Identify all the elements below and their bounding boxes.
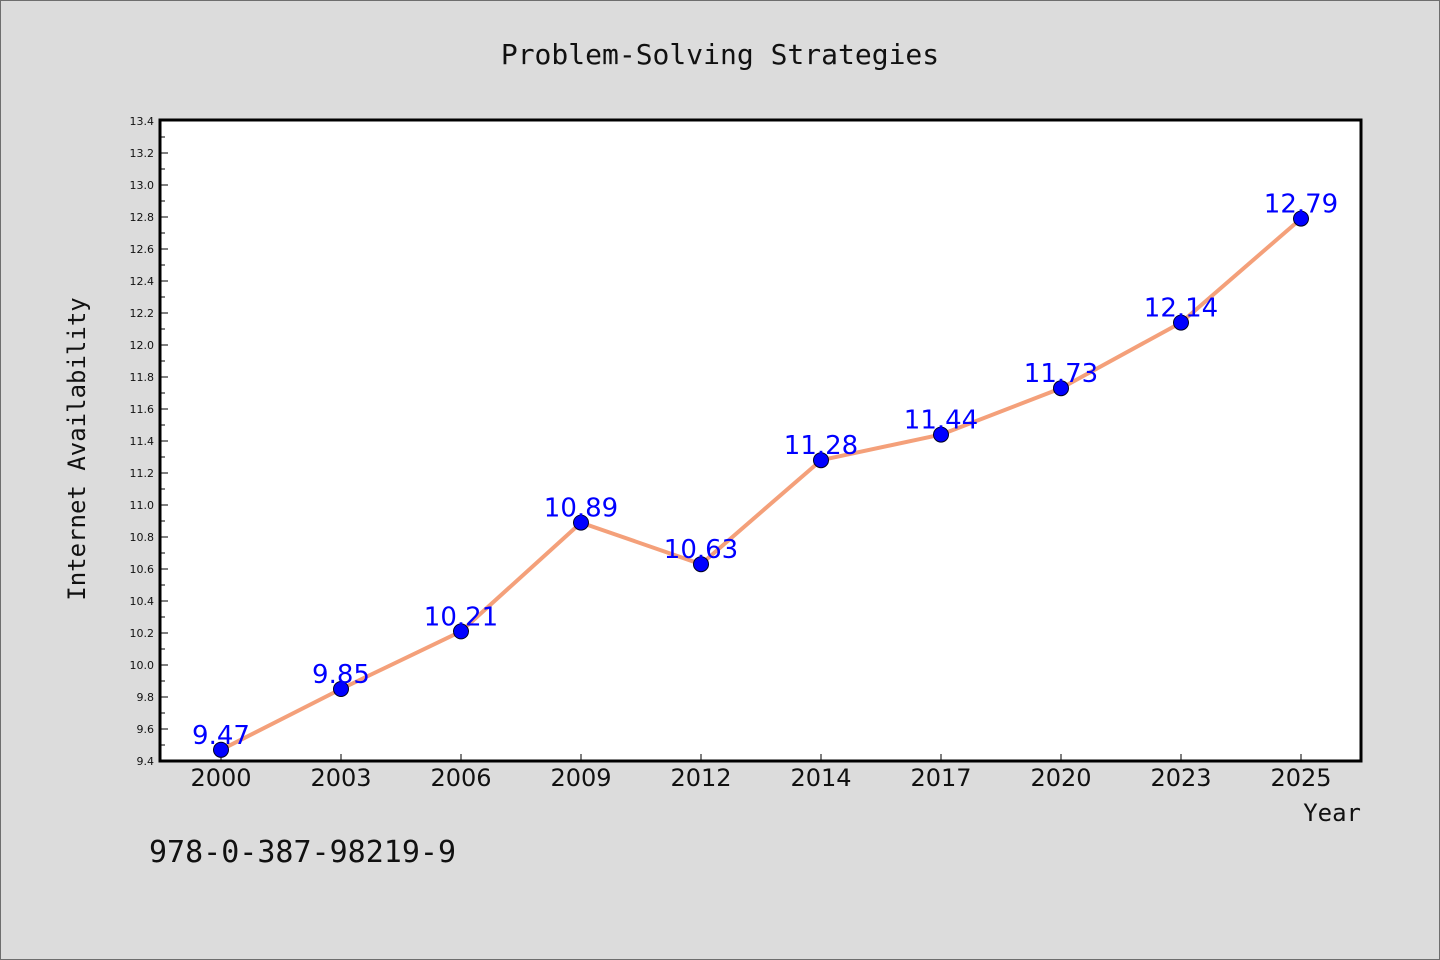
y-tick-label: 12.0: [130, 339, 155, 352]
y-tick-label: 11.4: [130, 435, 155, 448]
x-tick-label: 2000: [190, 764, 251, 792]
chart-title: Problem-Solving Strategies: [501, 38, 939, 71]
data-point: [933, 426, 949, 443]
data-point: [693, 556, 709, 573]
y-tick-label: 11.6: [130, 403, 155, 416]
y-tick-label: 13.4: [130, 115, 155, 128]
data-point: [1293, 210, 1309, 227]
data-label: 11.44: [904, 406, 978, 436]
y-tick-label: 10.4: [130, 595, 155, 608]
y-tick-label: 9.6: [137, 723, 155, 736]
x-tick-label: 2012: [670, 764, 731, 792]
isbn-annotation: 978-0-387-98219-9: [149, 835, 457, 870]
x-tick-label: 2023: [1150, 764, 1211, 792]
data-label: 10.89: [544, 494, 618, 524]
data-label: 10.21: [424, 602, 498, 632]
y-axis: 9.4 9.6 9.8 10.0 10.2 10.4 10.6 10.8 11.0 11.2 11.…: [130, 115, 168, 768]
data-point: [1173, 314, 1189, 331]
data-label: 9.85: [312, 660, 370, 690]
y-tick-label: 9.4: [137, 755, 155, 768]
y-tick-label: 11.0: [130, 499, 155, 512]
series-line-group: [219, 216, 1303, 752]
data-label: 10.63: [664, 535, 738, 565]
x-axis: 2000 2003 2006 2009 2012 2014 2017 2020 2023 2025: [190, 754, 1332, 792]
plot-area: [158, 118, 1363, 763]
data-label: 9.47: [192, 721, 250, 751]
data-label: 11.28: [784, 431, 858, 461]
y-tick-label: 10.0: [130, 659, 155, 672]
data-point: [1053, 380, 1069, 397]
x-tick-label: 2006: [430, 764, 491, 792]
data-label: 12.14: [1144, 294, 1218, 324]
data-point: [813, 452, 829, 469]
data-point: [333, 681, 349, 697]
y-axis-label: Internet Availability: [63, 297, 91, 600]
x-tick-label: 2014: [790, 764, 851, 792]
x-tick-label: 2009: [550, 764, 611, 792]
y-tick-label: 12.2: [130, 307, 155, 320]
y-tick-label: 10.2: [130, 627, 155, 640]
y-tick-label: 12.6: [130, 243, 155, 256]
y-tick-label: 12.8: [130, 211, 155, 224]
y-tick-label: 13.2: [130, 147, 155, 160]
y-tick-label: 11.8: [130, 371, 155, 384]
series-line: [219, 216, 1303, 752]
y-tick-label: 9.8: [137, 691, 155, 704]
x-tick-label: 2025: [1270, 764, 1331, 792]
x-tick-label: 2017: [910, 764, 971, 792]
data-labels: 9.47 9.85 10.21 10.89 10.63 11.28 11.44 11.73 12…: [192, 190, 1338, 751]
y-tick-label: 11.2: [130, 467, 155, 480]
data-markers: [213, 210, 1309, 758]
y-tick-label: 13.0: [130, 179, 155, 192]
data-point: [213, 741, 229, 758]
data-point: [453, 623, 469, 640]
y-tick-label: 10.8: [130, 531, 155, 544]
data-label: 11.73: [1024, 359, 1098, 389]
data-label: 12.79: [1264, 190, 1338, 220]
x-axis-label: Year: [1303, 799, 1361, 827]
x-tick-label: 2003: [310, 764, 371, 792]
x-tick-label: 2020: [1030, 764, 1091, 792]
y-tick-label: 12.4: [130, 275, 155, 288]
data-point: [573, 514, 589, 531]
y-tick-label: 10.6: [130, 563, 155, 576]
